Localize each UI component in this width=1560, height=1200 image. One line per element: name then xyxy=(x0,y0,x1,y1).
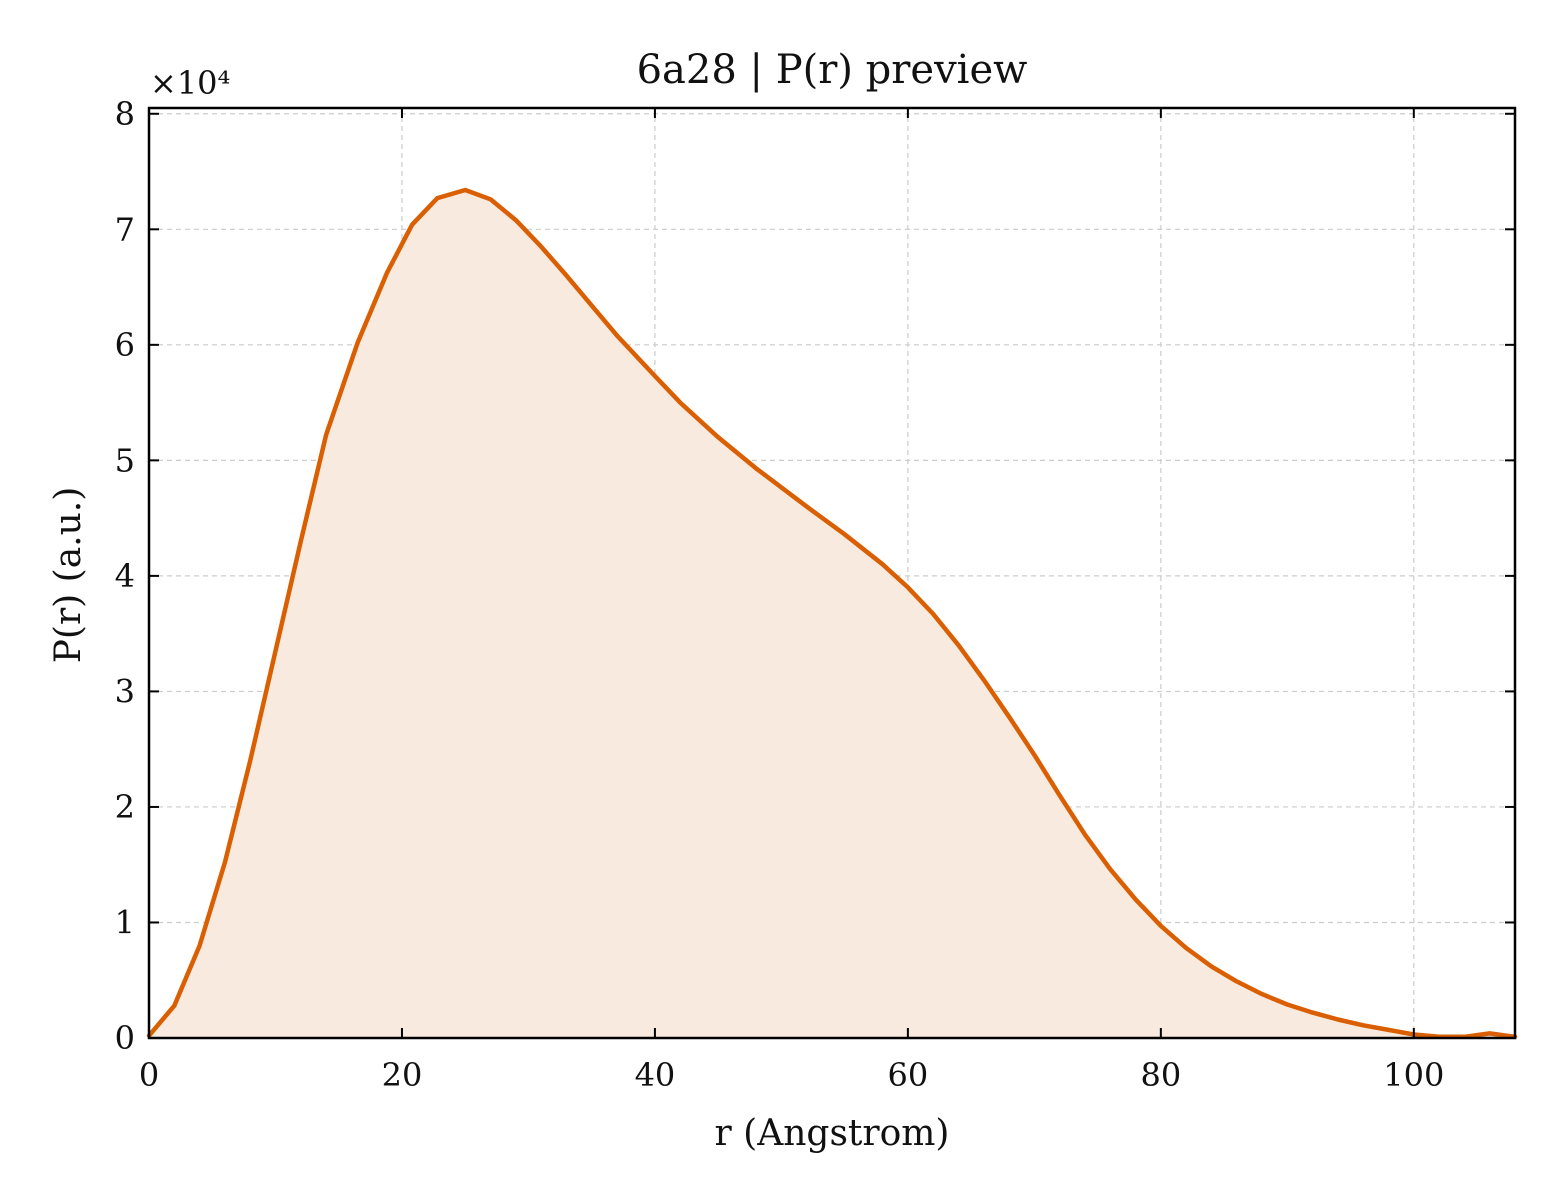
x-tick-label: 60 xyxy=(888,1056,929,1094)
y-tick-label: 8 xyxy=(115,95,135,133)
y-tick-label: 4 xyxy=(115,557,135,595)
y-tick-label: 6 xyxy=(115,326,135,364)
plot-frame xyxy=(147,106,1517,1040)
y-tick-label: 0 xyxy=(115,1019,135,1057)
y-axis-label: P(r) (a.u.) xyxy=(48,487,89,664)
axis-ticks: 0 20 40 60 80 100 0 1 2 3 4 5 6 7 8 xyxy=(115,95,1515,1094)
y-tick-label: 7 xyxy=(115,210,135,248)
y-tick-label: 1 xyxy=(115,903,135,941)
x-axis-label: r (Angstrom) xyxy=(715,1113,950,1154)
x-tick-label: 80 xyxy=(1140,1056,1181,1094)
x-tick-label: 100 xyxy=(1383,1056,1444,1094)
x-tick-label: 20 xyxy=(382,1056,423,1094)
x-tick-label: 0 xyxy=(139,1056,159,1094)
y-tick-label: 5 xyxy=(115,441,135,479)
series-line xyxy=(146,187,1518,1040)
x-tick-label: 40 xyxy=(635,1056,676,1094)
series-area-fill xyxy=(149,190,1515,1038)
y-tick-label: 3 xyxy=(115,672,135,710)
chart-title: 6a28 | P(r) preview xyxy=(637,47,1028,93)
y-axis-multiplier: ×10⁴ xyxy=(150,64,230,102)
y-tick-label: 2 xyxy=(115,788,135,826)
